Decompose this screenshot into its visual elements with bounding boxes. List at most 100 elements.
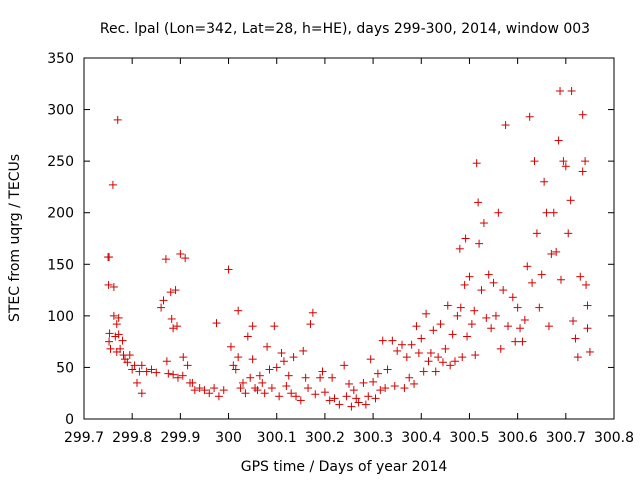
data-point [320,388,329,397]
data-point [463,332,472,341]
data-point [340,361,349,370]
x-tick-label: 299.7 [64,430,104,446]
plot-frame [83,57,615,420]
data-point [258,378,267,387]
data-point [499,286,508,295]
data-point [474,198,483,207]
y-tick-label: 150 [47,257,74,273]
data-point [376,386,385,395]
data-point [169,324,178,333]
data-point [253,386,262,395]
data-point [311,390,320,399]
data-point [179,353,188,362]
data-points [104,87,594,411]
data-point [260,389,269,398]
data-point [471,351,480,360]
data-point [306,320,315,329]
data-point [520,315,529,324]
data-point [453,311,462,320]
data-point [210,384,219,393]
data-point [147,365,156,374]
data-point [540,177,549,186]
data-point [422,309,431,318]
data-point [234,306,243,315]
data-point [581,157,590,166]
data-point [467,320,476,329]
data-point [195,384,204,393]
chart-title: Rec. lpal (Lon=342, Lat=28, h=HE), days … [100,21,590,37]
data-point [161,255,170,264]
data-point [167,314,176,323]
data-point [304,384,313,393]
data-point [226,342,235,351]
data-point [169,370,178,379]
data-point [114,313,123,322]
data-point [557,275,565,284]
data-point [335,400,344,409]
data-point [556,87,565,96]
data-point [239,378,247,387]
y-tick-label: 350 [47,51,74,67]
data-point [178,371,187,380]
data-point [456,303,465,312]
data-point [330,394,339,403]
data-point [287,389,296,398]
data-point [373,369,382,378]
data-point [359,378,368,387]
x-tick-label: 300.7 [546,430,586,446]
x-tick-label: 299.8 [112,430,152,446]
data-point [347,402,356,411]
data-point [106,344,115,353]
data-point [241,389,250,398]
data-point [105,329,114,338]
data-point [109,311,118,320]
data-point [316,373,325,382]
data-point [578,110,587,119]
data-point [234,353,243,362]
data-point [325,396,334,405]
data-point [549,208,558,217]
data-point [243,332,252,341]
data-point [431,367,440,376]
data-point [513,303,522,312]
data-point [105,253,114,262]
data-point [173,373,182,382]
data-point [284,371,293,380]
x-tick-label: 300.8 [594,430,634,446]
data-point [104,280,113,289]
data-point [564,229,573,238]
data-point [112,320,121,329]
data-point [152,368,161,377]
data-point [393,346,402,355]
y-tick-label: 100 [47,309,74,325]
data-point [270,322,279,331]
data-point [438,358,447,367]
data-point [455,244,464,253]
data-point [528,278,537,287]
data-point [585,347,594,356]
data-point [508,293,517,302]
data-point [301,373,310,382]
data-point [349,386,358,395]
data-point [361,400,370,409]
data-point [142,367,151,376]
x-tick-label: 300.2 [305,430,345,446]
data-point [525,112,534,121]
data-point [398,340,406,349]
data-point [255,371,264,380]
data-point [181,254,190,263]
data-point [554,136,563,145]
data-point [583,301,592,310]
data-point [523,262,532,271]
data-point [205,389,214,398]
data-point [137,389,146,398]
data-point [400,384,409,393]
x-tick-label: 300.3 [353,430,393,446]
data-point [292,392,300,401]
data-point [573,353,582,362]
data-point [547,249,556,258]
data-point [571,334,580,343]
data-point [366,355,375,364]
data-point [116,344,125,353]
y-tick-label: 0 [65,412,74,428]
